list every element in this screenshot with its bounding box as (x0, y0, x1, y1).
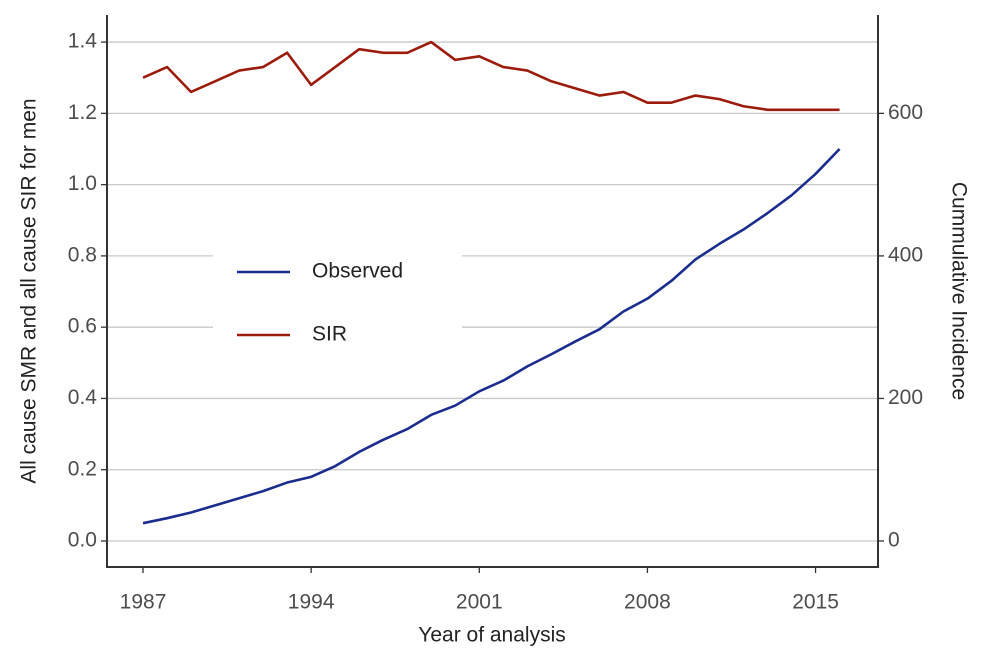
y2-tick-label: 400 (888, 243, 923, 266)
x-tick-label: 2001 (456, 591, 503, 614)
x-axis-label: Year of analysis (418, 624, 565, 647)
y-tick-label: 1.4 (68, 30, 98, 53)
y-tick-label: 1.0 (68, 172, 97, 195)
y-tick-label: 1.2 (68, 101, 97, 124)
x-tick-label: 1994 (288, 591, 335, 614)
axis-frame (106, 15, 879, 568)
x-tick-label: 2008 (624, 591, 671, 614)
line (142, 40, 840, 112)
y2-axis-label: Cummulative Incidence (947, 182, 970, 400)
x-tick-label: 2015 (792, 591, 839, 614)
y2-tick-label: 0 (888, 529, 900, 552)
legend-label: SIR (312, 323, 347, 346)
y-tick-label: 0.4 (68, 386, 98, 409)
y-tick-label: 0.8 (68, 243, 97, 266)
line (142, 148, 841, 525)
y-tick-label: 0.2 (68, 457, 97, 480)
legend-label: Observed (312, 260, 403, 283)
y-tick-label: 0.6 (68, 315, 97, 338)
y2-tick-label: 200 (888, 386, 923, 409)
legend-background (213, 240, 462, 365)
y-axis-label: All cause SMR and all cause SIR for men (18, 98, 41, 483)
y-tick-label: 0.0 (68, 529, 97, 552)
x-tick-label: 1987 (120, 591, 167, 614)
y2-tick-label: 600 (888, 101, 923, 124)
